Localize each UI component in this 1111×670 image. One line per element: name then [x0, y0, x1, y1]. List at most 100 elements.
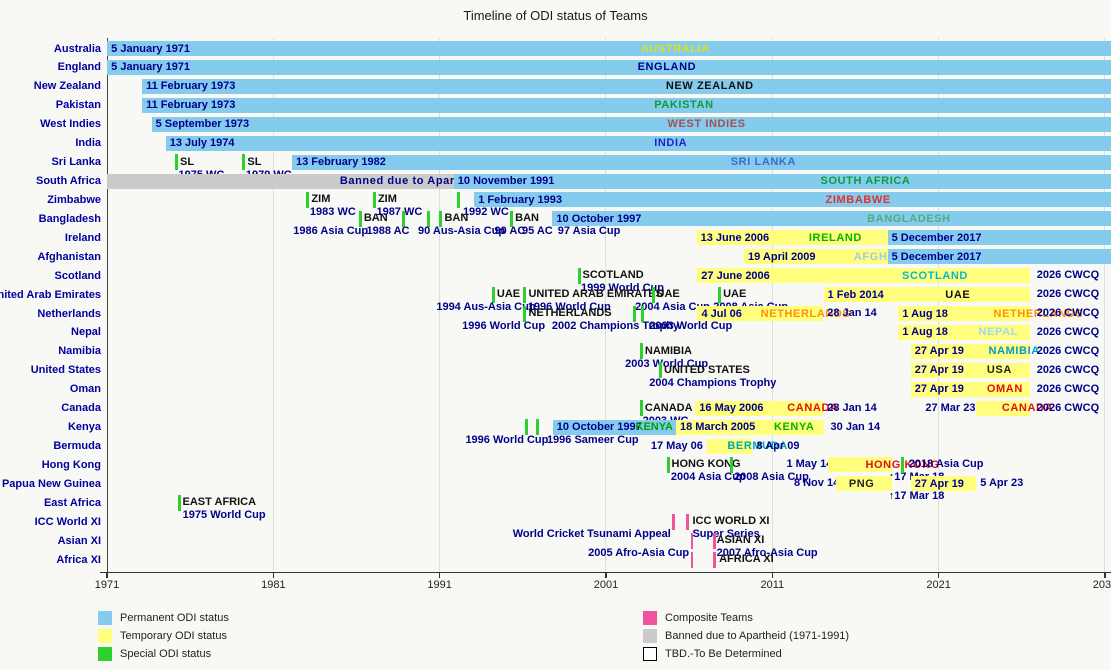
bar-temp: 18 March 2005 KENYA [676, 419, 824, 435]
bar-temp: 1 Aug 18 NEPAL [898, 324, 1031, 340]
event-name-label: HONG KONG [671, 458, 741, 471]
annotation: 2026 CWCQ [1036, 288, 1100, 301]
bar-perm: 11 February 1973 NEW ZEALAND [142, 78, 1111, 94]
team-name-label: PAKISTAN [654, 99, 714, 112]
event-tick [639, 343, 643, 360]
annotation: 90 Aus-Asia Cup [418, 225, 506, 238]
row-label: Australia [53, 42, 101, 55]
bar-start-date: 4 Jul 06 [701, 307, 742, 320]
bar-start-date: 27 June 2006 [701, 269, 770, 282]
bar-perm: 10 November 1991 SOUTH AFRICA [453, 173, 1111, 189]
event-tick [177, 494, 181, 511]
bar-start-date: 27 Apr 19 [914, 364, 964, 377]
event-name-label: EAST AFRICA [182, 496, 257, 509]
annotation: 1992 WC [462, 206, 509, 219]
row-label: New Zealand [33, 80, 101, 93]
row-label: Namibia [58, 345, 101, 358]
legend-label: Permanent ODI status [120, 612, 229, 624]
gridline [439, 38, 441, 572]
event-tick [718, 286, 722, 303]
gridline [1104, 38, 1106, 572]
event-name-label: BAN [515, 212, 540, 225]
bar-start-date: 1 Feb 2014 [827, 288, 884, 301]
event-tick [901, 456, 905, 473]
annotation: 2002 Champions Trophy [551, 320, 680, 333]
annotation: 28 Jan 14 [827, 307, 877, 320]
annotation: 2018 Asia Cup [908, 458, 984, 471]
bar-temp: 27 Apr 19 OMAN [910, 381, 1031, 397]
event-name-label: NETHERLANDS [528, 307, 612, 320]
axis-tick [438, 572, 441, 578]
team-name-label: WEST INDIES [667, 118, 746, 131]
chart-title: Timeline of ODI status of Teams [463, 8, 648, 23]
bar-start-date: 27 Apr 19 [914, 477, 964, 490]
bar-temp: 27 Apr 19 [910, 476, 977, 492]
row-label: East Africa [43, 496, 101, 509]
bar-start-date: 10 October 1997 [556, 212, 642, 225]
legend-label: Temporary ODI status [120, 630, 227, 642]
bar-temp: CANADA [975, 400, 1053, 416]
event-name-label: UAE [723, 288, 747, 301]
annotation: 28 Jan 14 [827, 401, 877, 414]
bar-start-date: 13 February 1982 [295, 156, 386, 169]
event-name-label: UAE [496, 288, 521, 301]
row-label: Afghanistan [37, 250, 101, 263]
team-name-label: SOUTH AFRICA [820, 175, 911, 187]
axis-tick [1104, 572, 1106, 578]
bar-perm: 13 July 1974 INDIA [165, 135, 1111, 151]
bar-perm: 5 January 1971 AUSTRALIA [107, 41, 1111, 56]
event-name-label: NAMIBIA [644, 344, 692, 357]
annotation: 1996 Sameer Cup [546, 433, 639, 446]
team-name-label: KENYA [773, 421, 815, 434]
axis-year-label: 1971 [94, 579, 120, 591]
legend-label: Special ODI status [120, 648, 212, 660]
event-name-label: SL [247, 155, 262, 168]
bar-temp: 19 April 2009AFGHANISTAN [744, 249, 939, 265]
row-label: Ireland [64, 231, 101, 244]
bar-perm: 5 December 2017 [887, 230, 1111, 246]
team-name-label: Banned due to Apartheid [339, 175, 485, 187]
axis-tick [605, 572, 607, 578]
annotation: 1996 World Cup [462, 320, 546, 333]
annotation: ICC WORLD XI [692, 515, 770, 528]
team-name-label: UAE [945, 288, 971, 301]
row-label: Bangladesh [38, 212, 101, 225]
legend-label: Composite Teams [665, 612, 753, 624]
annotation: 90 AC [494, 225, 526, 238]
event-tick [651, 286, 655, 303]
annotation: 2026 CWCQ [1036, 382, 1100, 395]
event-tick [729, 456, 733, 473]
legend-swatch-permanent [98, 611, 112, 625]
row-label: India [75, 137, 101, 150]
bar-perm: 1 February 1993 ZIMBABWE [474, 192, 1111, 208]
annotation: 1975 World Cup [182, 509, 266, 522]
annotation: ASIAN XI [716, 534, 765, 547]
row-label: Sri Lanka [51, 156, 101, 169]
row-label: Netherlands [37, 307, 101, 320]
row-label: Scotland [54, 269, 101, 282]
bar-start-date: 13 June 2006 [700, 231, 770, 244]
event-tick [523, 286, 527, 303]
annotation: 2004 Asia Cup [635, 301, 710, 314]
annotation: AFRICA XI [719, 553, 774, 566]
bar-start-date: 18 March 2005 [680, 421, 756, 434]
row-label: Hong Kong [41, 458, 101, 471]
axis-year-label: 1981 [261, 579, 286, 591]
event-tick [523, 305, 527, 322]
annotation: 1996 World Cup [527, 301, 611, 314]
axis-year-label: 1991 [427, 579, 452, 591]
row-label: Canada [61, 402, 101, 415]
event-tick [577, 267, 581, 284]
bar-start-date: 11 February 1973 [146, 99, 236, 112]
bar-temp: 27 Apr 19 NAMIBIA [910, 343, 1039, 359]
team-name-label: BANGLADESH [867, 212, 951, 225]
team-name-label: AUSTRALIA [640, 42, 710, 55]
annotation: 8 Nov 14 [793, 477, 840, 490]
bar-start-date: 5 January 1971 [111, 42, 191, 55]
bar-start-date: 1 Aug 18 [902, 307, 948, 320]
event-tick [491, 286, 495, 303]
bar-temp: 27 June 2006 SCOTLAND [697, 268, 1031, 284]
annotation: 17 May 06 [650, 439, 703, 452]
team-name-label: USA [986, 364, 1012, 377]
bar-start-date: 13 July 1974 [169, 137, 235, 150]
